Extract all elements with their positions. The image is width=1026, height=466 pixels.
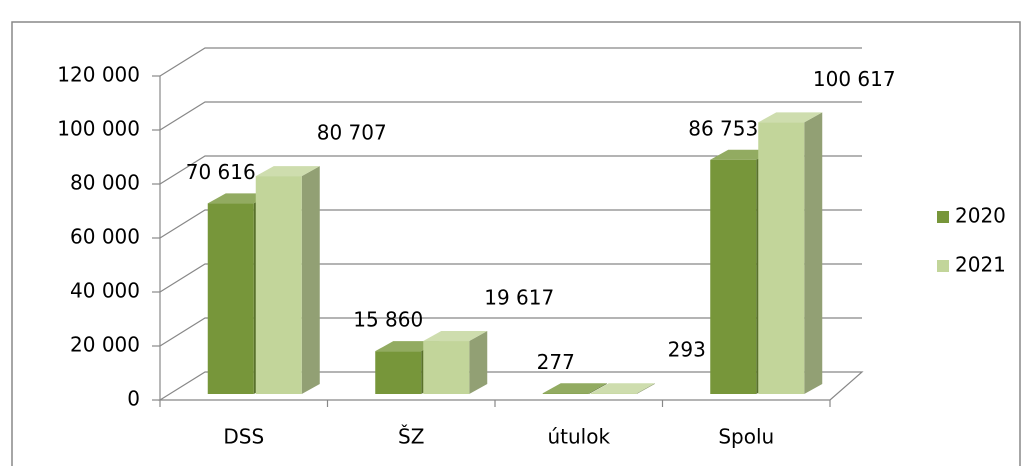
bar-top [542,383,607,394]
y-tick-label: 120 000 [57,63,140,87]
y-tick-label: 20 000 [70,333,140,357]
legend-label: 2021 [955,253,1006,277]
x-tick-label: Spolu [718,425,774,449]
x-tick-label: DSS [223,425,264,449]
x-tick-label: ŠZ [398,425,424,449]
y-tick-label: 100 000 [57,117,140,141]
data-label: 80 707 [317,121,387,145]
data-label: 19 617 [484,286,554,310]
y-tick-label: 40 000 [70,279,140,303]
y-tick-label: 0 [127,387,140,411]
data-label: 70 616 [186,160,256,184]
bar-top [590,383,655,394]
bar-top [255,166,320,177]
bar [207,203,254,394]
data-label: 277 [537,350,575,374]
grid-line [159,263,862,293]
bar-side [588,383,607,394]
grid-line [159,155,862,185]
legend-swatch [937,211,949,223]
bar-top [423,331,488,342]
grid-line [159,101,862,131]
grid-line [159,47,862,77]
y-tick-label: 60 000 [70,225,140,249]
data-label: 100 617 [813,67,896,91]
bar [710,159,757,394]
x-tick-label: útulok [547,425,610,449]
legend-swatch [937,260,949,272]
data-label: 86 753 [688,116,758,140]
legend-label: 2020 [955,204,1006,228]
data-label: 293 [668,338,706,362]
bar [590,393,637,394]
floor [157,371,864,401]
bar-side [636,383,655,394]
grid-line [159,209,862,239]
bar-side [469,331,488,394]
bar [423,341,470,394]
bar-side [301,166,320,394]
bar [255,176,302,394]
bar [758,122,805,394]
bar [542,393,589,394]
y-tick-label: 80 000 [70,171,140,195]
data-label: 15 860 [353,308,423,332]
bar-side [804,112,823,394]
bar [375,351,422,394]
grid-line [159,317,862,347]
bar-top [758,112,823,123]
